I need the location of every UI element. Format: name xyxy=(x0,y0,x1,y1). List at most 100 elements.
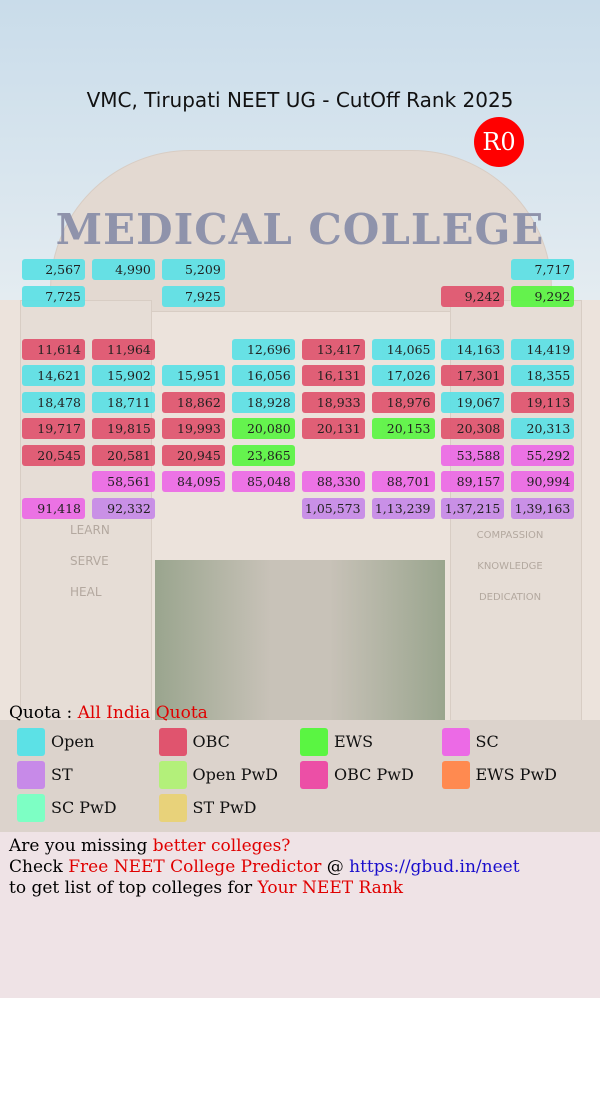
rank-cell: 14,163 xyxy=(441,338,505,360)
footer-line: Check Free NEET College Predictor @ http… xyxy=(9,857,520,877)
rank-cell: 1,39,163 xyxy=(511,497,575,519)
rank-cell: 18,933 xyxy=(301,391,365,413)
rank-cell: 20,945 xyxy=(161,444,225,466)
legend-swatch xyxy=(17,761,45,789)
rank-cell: 13,417 xyxy=(301,338,365,360)
rank-cell: 9,292 xyxy=(511,285,575,307)
rank-cell: 18,711 xyxy=(91,391,155,413)
rank-cell: 15,902 xyxy=(91,365,155,386)
quota-value: All India Quota xyxy=(77,703,208,723)
rank-cell: 18,976 xyxy=(371,391,435,413)
rank-cell: 1,37,215 xyxy=(441,497,505,519)
rank-cell: 20,308 xyxy=(441,418,505,439)
rank-cell: 11,614 xyxy=(22,338,85,360)
gate-opening xyxy=(155,560,445,730)
footer-text: @ xyxy=(321,857,350,877)
rank-cell: 84,095 xyxy=(161,471,225,492)
rank-cell: 53,588 xyxy=(441,444,505,466)
footer-text: better colleges? xyxy=(152,836,291,856)
rank-cell: 7,925 xyxy=(161,285,225,307)
rank-cell: 88,330 xyxy=(301,471,365,492)
rank-cell: 5,209 xyxy=(161,259,225,280)
rank-cell: 1,05,573 xyxy=(301,497,365,519)
rank-cell: 14,419 xyxy=(511,338,575,360)
legend-swatch xyxy=(158,728,187,756)
legend-swatch xyxy=(300,761,328,789)
rank-cell: 18,928 xyxy=(231,391,295,413)
gate-arch xyxy=(50,150,552,312)
rank-cell: 19,067 xyxy=(441,391,505,413)
rank-cell: 18,355 xyxy=(511,365,575,386)
rank-cell: 85,048 xyxy=(231,471,295,492)
rank-cell: 14,621 xyxy=(22,365,85,386)
footer-line: Are you missing better colleges? xyxy=(9,836,290,856)
legend-swatch xyxy=(441,761,470,789)
rank-cell: 18,478 xyxy=(22,391,85,413)
rank-cell: 7,717 xyxy=(511,259,575,280)
legend-label: SC PwD xyxy=(51,798,117,817)
rank-cell: 90,994 xyxy=(511,471,575,492)
rank-cell: 17,026 xyxy=(371,365,435,386)
legend-swatch xyxy=(441,728,470,756)
rank-cell: 20,131 xyxy=(301,418,365,439)
right-words: COMPASSION KNOWLEDGE DEDICATION xyxy=(470,520,550,613)
legend-swatch xyxy=(158,761,187,789)
footer-text: Check xyxy=(9,857,69,877)
left-words: LEARN SERVE HEAL xyxy=(70,515,110,608)
footer-text: to get list of top colleges for xyxy=(9,878,258,898)
rank-cell: 4,990 xyxy=(91,259,155,280)
footer-text: Free NEET College Predictor xyxy=(68,857,322,877)
quota-label: Quota : xyxy=(9,703,73,723)
legend-label: Open PwD xyxy=(192,765,279,784)
quota-line: Quota : All India Quota xyxy=(9,703,208,723)
rank-cell: 16,056 xyxy=(231,365,295,386)
footer-text: Your NEET Rank xyxy=(257,878,404,898)
wall-word: HEAL xyxy=(70,585,102,599)
rank-cell: 20,581 xyxy=(91,444,155,466)
rank-cell: 88,701 xyxy=(371,471,435,492)
footer-text: Are you missing xyxy=(9,836,153,856)
legend-label: EWS xyxy=(334,732,374,751)
rank-cell: 11,964 xyxy=(91,338,155,360)
rank-cell: 18,862 xyxy=(161,391,225,413)
footer-line: to get list of top colleges for Your NEE… xyxy=(9,878,403,898)
rank-cell: 19,717 xyxy=(22,418,85,439)
rank-cell: 19,815 xyxy=(91,418,155,439)
legend-swatch xyxy=(17,794,45,822)
sign-text: MEDICAL COLLEGE xyxy=(55,205,545,254)
legend-swatch xyxy=(300,728,328,756)
wall-word: LEARN xyxy=(70,523,110,537)
legend-label: EWS PwD xyxy=(475,765,557,784)
legend-label: OBC PwD xyxy=(334,765,414,784)
rank-cell: 23,865 xyxy=(231,444,295,466)
rank-cell: 92,332 xyxy=(91,497,155,519)
rank-cell: 58,561 xyxy=(91,471,155,492)
rank-cell: 17,301 xyxy=(441,365,505,386)
round-badge: R0 xyxy=(474,117,524,167)
rank-cell: 15,951 xyxy=(161,365,225,386)
wall-word: COMPASSION xyxy=(476,530,544,541)
rank-cell: 7,725 xyxy=(22,285,85,307)
rank-cell: 55,292 xyxy=(511,444,575,466)
rank-cell: 20,153 xyxy=(371,418,435,439)
rank-cell: 20,545 xyxy=(22,444,85,466)
rank-cell: 20,080 xyxy=(231,418,295,439)
legend-label: OBC xyxy=(192,732,230,751)
legend-swatch xyxy=(17,728,45,756)
legend-label: ST PwD xyxy=(192,798,257,817)
rank-cell: 1,13,239 xyxy=(371,497,435,519)
rank-cell: 19,113 xyxy=(511,391,575,413)
wall-word: SERVE xyxy=(70,554,109,568)
rank-cell: 91,418 xyxy=(22,497,85,519)
legend-label: Open xyxy=(51,732,95,751)
wall-word: KNOWLEDGE xyxy=(477,561,543,572)
rank-cell: 14,065 xyxy=(371,338,435,360)
rank-cell: 19,993 xyxy=(161,418,225,439)
legend-label: ST xyxy=(51,765,73,784)
rank-cell: 20,313 xyxy=(511,418,575,439)
rank-cell: 9,242 xyxy=(441,285,505,307)
rank-cell: 16,131 xyxy=(301,365,365,386)
footer-text: https://gbud.in/neet xyxy=(349,857,520,877)
footer-panel xyxy=(0,832,600,998)
